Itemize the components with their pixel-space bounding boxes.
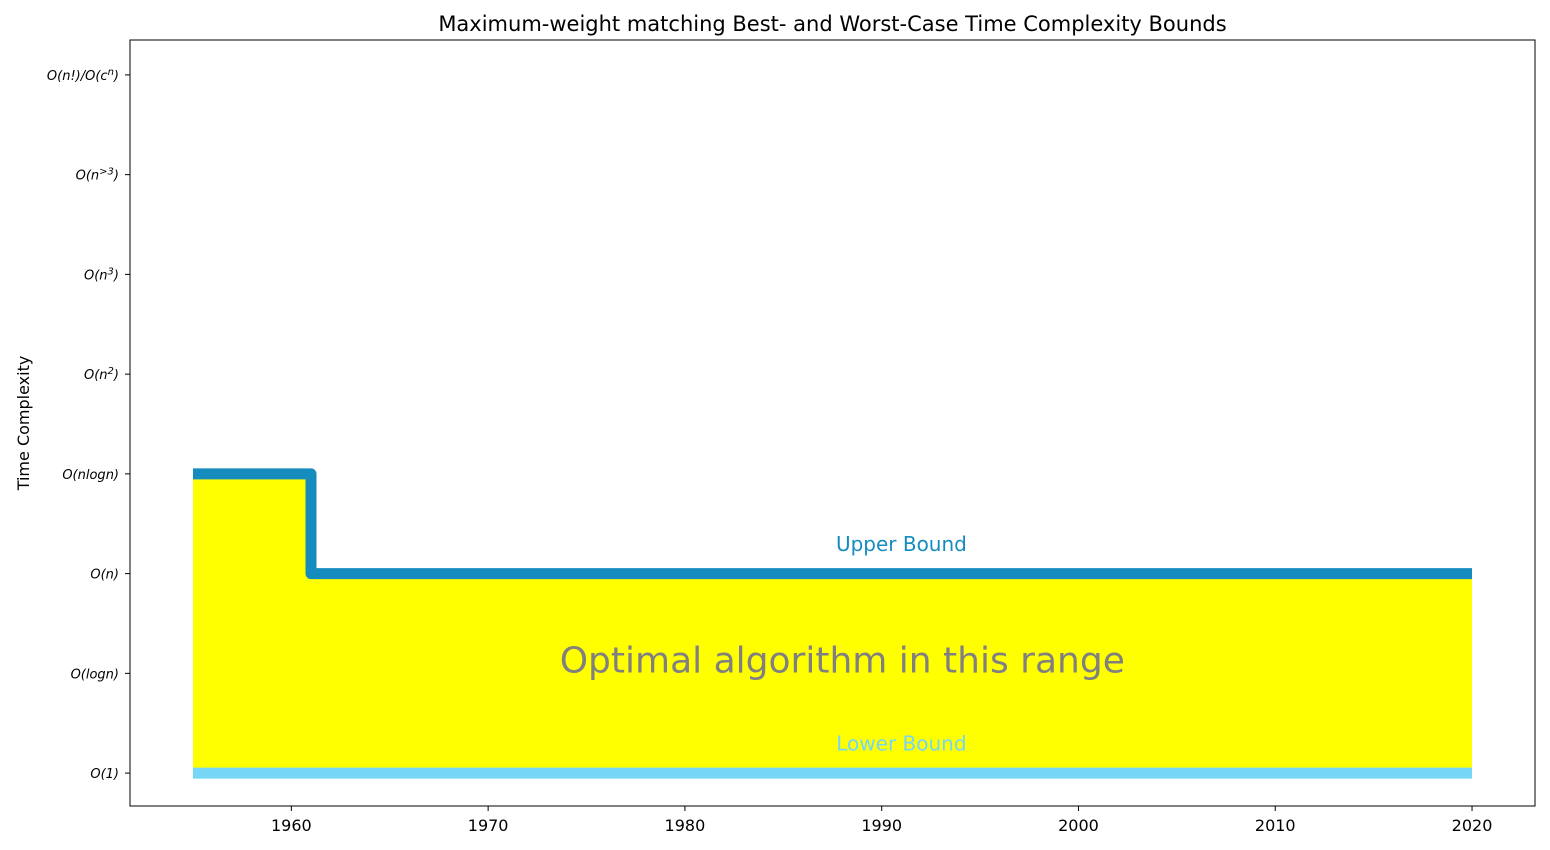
y-tick-label: O(n!)/O(cn) [47,66,119,84]
upper-bound-annotation: Upper Bound [836,532,967,556]
plot-area-frame [129,39,1536,807]
series-layer [193,468,1472,779]
y-tick-label: O(n) [90,568,119,583]
y-axis: O(1) O(logn) O(n) O(nlogn) O(n2) O(n3) O(n>3) O… [47,66,130,782]
x-tick-label: 1980 [665,816,706,835]
y-tick-label: O(n3) [84,266,119,284]
lower-bound-annotation: Lower Bound [836,732,966,756]
optimal-range-fill-layer [193,473,1472,774]
x-axis: 1960 1970 1980 1990 2000 2010 2020 [271,806,1492,835]
y-tick-label: O(n>3) [76,166,119,184]
x-tick-label: 2000 [1058,816,1099,835]
x-tick-label: 1970 [468,816,509,835]
x-tick-label: 2010 [1255,816,1296,835]
x-tick-label: 1960 [271,816,312,835]
optimal-range-annotation: Optimal algorithm in this range [560,640,1125,681]
upper-bound-line [193,468,1472,580]
y-tick-label: O(n2) [84,366,119,384]
annotation-layer: Upper Bound Lower Bound Optimal algorithm … [560,532,1125,756]
chart-title: Maximum-weight matching Best- and Worst-… [438,12,1226,36]
x-tick-label: 2020 [1452,816,1493,835]
y-tick-label: O(1) [90,767,119,782]
y-axis-label: Time Complexity [14,356,33,492]
y-tick-label: O(logn) [71,667,119,682]
optimal-range-fill [193,473,1472,774]
x-tick-label: 1990 [861,816,902,835]
y-tick-label: O(nlogn) [62,468,119,483]
